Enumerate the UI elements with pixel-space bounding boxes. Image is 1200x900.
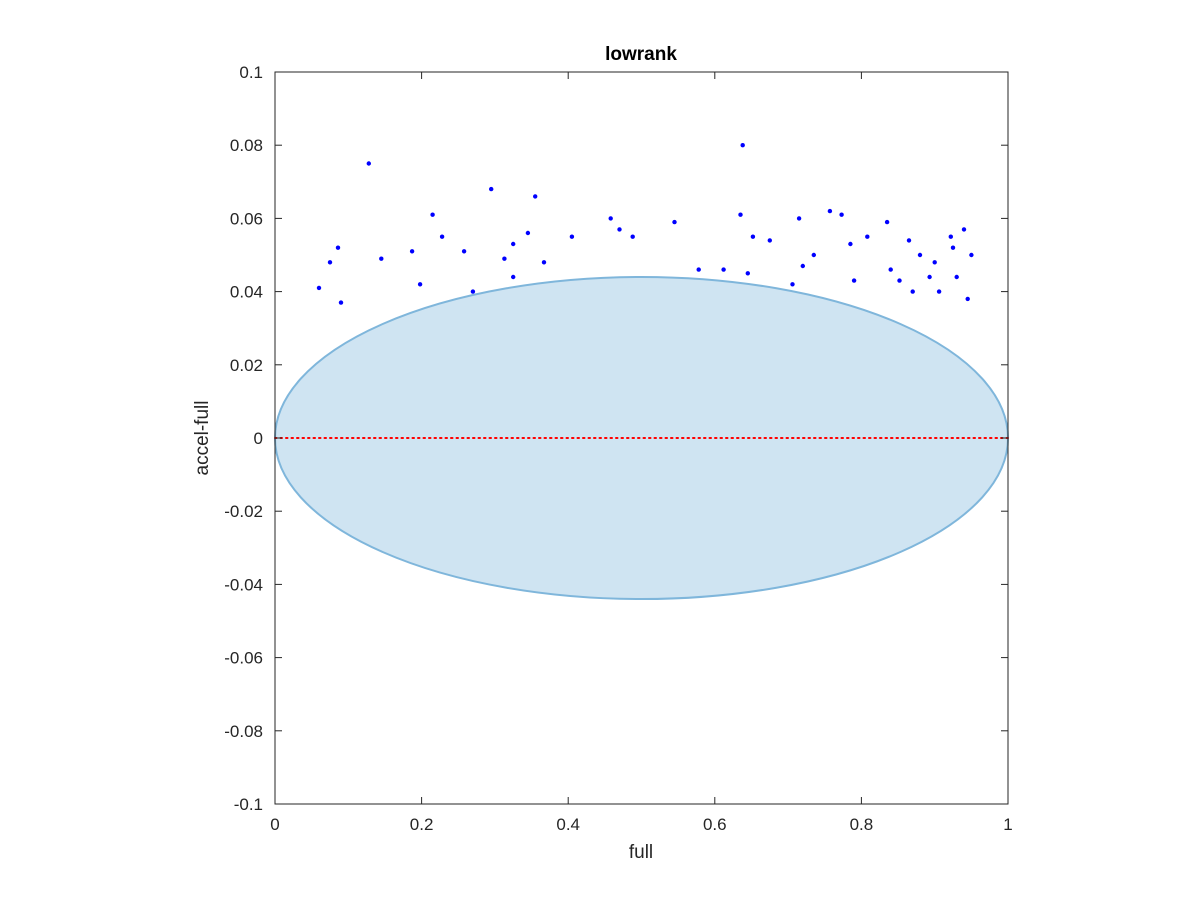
data-point bbox=[750, 234, 756, 239]
y-axis-label: accel-full bbox=[192, 401, 213, 476]
y-tick-label: -0.04 bbox=[224, 575, 263, 594]
y-tick-label: 0.08 bbox=[230, 136, 263, 155]
data-point bbox=[906, 238, 912, 243]
x-tick-label: 0.2 bbox=[410, 815, 434, 834]
data-point bbox=[800, 263, 805, 269]
data-point bbox=[366, 161, 371, 166]
x-tick-label: 0.6 bbox=[703, 815, 727, 834]
data-point bbox=[379, 256, 384, 261]
y-tick-label: 0.1 bbox=[239, 63, 263, 82]
data-point bbox=[417, 282, 423, 287]
x-tick-label: 0.8 bbox=[850, 815, 874, 834]
data-point bbox=[932, 260, 937, 265]
data-point bbox=[738, 212, 743, 217]
data-point bbox=[470, 289, 476, 294]
data-point bbox=[745, 271, 750, 276]
y-tick-label: 0.04 bbox=[230, 283, 263, 302]
data-point bbox=[608, 216, 613, 221]
data-point bbox=[672, 219, 677, 225]
chart-title: lowrank bbox=[605, 44, 677, 65]
data-point bbox=[827, 208, 833, 214]
data-point bbox=[965, 296, 970, 302]
x-tick-label: 0 bbox=[270, 815, 279, 834]
y-tick-label: -0.1 bbox=[234, 795, 263, 814]
y-tick-label: 0 bbox=[254, 429, 263, 448]
data-point bbox=[696, 267, 701, 272]
y-tick-label: 0.02 bbox=[230, 356, 263, 375]
data-point bbox=[630, 234, 635, 239]
data-point bbox=[865, 234, 870, 239]
x-axis-label: full bbox=[629, 842, 653, 863]
data-point bbox=[316, 285, 322, 291]
data-point bbox=[569, 234, 575, 239]
y-tick-label: -0.08 bbox=[224, 722, 263, 741]
data-point bbox=[533, 194, 538, 199]
data-point bbox=[910, 289, 915, 294]
x-tick-label: 0.4 bbox=[556, 815, 580, 834]
data-point bbox=[338, 300, 344, 305]
data-point bbox=[969, 252, 974, 258]
data-point bbox=[439, 234, 445, 239]
data-point bbox=[811, 252, 816, 258]
data-point bbox=[502, 256, 507, 261]
data-point bbox=[489, 186, 494, 192]
data-point bbox=[617, 227, 622, 232]
data-point bbox=[917, 252, 923, 258]
data-point bbox=[767, 238, 772, 243]
data-point bbox=[888, 267, 893, 272]
data-point bbox=[848, 241, 853, 247]
data-point bbox=[961, 227, 967, 232]
data-point bbox=[409, 249, 415, 254]
data-point bbox=[790, 282, 795, 287]
data-point bbox=[948, 234, 953, 239]
ticks-layer: 0 0.2 0.4 0.6 0.8 1 -0.1 -0.08 -0.06 -0.04 -0.02 0 0… bbox=[224, 63, 1012, 834]
data-point bbox=[851, 278, 857, 283]
data-point bbox=[950, 245, 956, 250]
points-layer bbox=[316, 143, 974, 305]
data-point bbox=[511, 274, 516, 280]
data-point bbox=[796, 216, 802, 221]
data-point bbox=[335, 245, 341, 250]
data-point bbox=[884, 219, 890, 225]
data-point bbox=[897, 278, 902, 283]
data-point bbox=[936, 289, 942, 294]
data-point bbox=[954, 274, 959, 280]
data-point bbox=[839, 212, 844, 217]
data-point bbox=[511, 241, 516, 247]
data-point bbox=[525, 230, 531, 236]
y-tick-label: -0.06 bbox=[224, 649, 263, 668]
data-point bbox=[430, 212, 435, 217]
data-point bbox=[927, 274, 932, 280]
y-tick-label: -0.02 bbox=[224, 502, 263, 521]
data-point bbox=[461, 249, 467, 254]
data-point bbox=[721, 267, 726, 272]
data-point bbox=[327, 260, 333, 265]
data-point bbox=[740, 143, 745, 148]
x-tick-label: 1 bbox=[1003, 815, 1012, 834]
y-tick-label: 0.06 bbox=[230, 209, 263, 228]
data-point bbox=[541, 260, 547, 265]
